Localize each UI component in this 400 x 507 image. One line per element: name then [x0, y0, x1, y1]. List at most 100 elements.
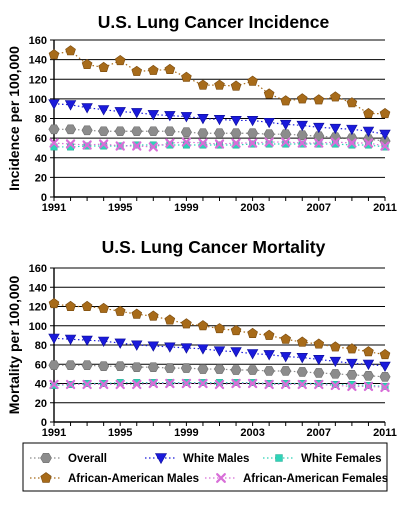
point-overall-2000 [197, 128, 209, 139]
point-white-males-2009 [346, 358, 358, 370]
point-overall-2003 [247, 365, 259, 375]
point-white-males-2000 [197, 114, 209, 125]
point-african-american-males-2010 [363, 108, 374, 119]
point-white-males-2010 [362, 126, 375, 138]
point-african-american-males-2000 [197, 79, 209, 90]
point-overall-1996 [131, 362, 143, 372]
legend-marker-african-american-males [40, 472, 52, 483]
point-overall-1993 [81, 360, 93, 371]
point-white-males-2004 [263, 350, 275, 361]
series-line-white-males [53, 103, 386, 135]
point-african-american-males-1994 [98, 302, 109, 313]
point-overall-1995 [114, 126, 126, 137]
point-white-males-2007 [313, 354, 325, 366]
point-african-american-males-2011 [379, 108, 391, 119]
point-african-american-males-2003 [247, 75, 258, 86]
point-white-males-1997 [147, 110, 160, 121]
y-tick-label-20: 20 [35, 398, 47, 410]
point-white-males-2008 [329, 356, 342, 368]
legend-label-overall: Overall [68, 453, 107, 465]
point-white-males-2002 [230, 347, 242, 358]
point-african-american-males-1991 [48, 298, 60, 309]
y-tick-label-80: 80 [35, 340, 47, 352]
point-overall-2002 [230, 365, 242, 375]
point-white-males-2010 [362, 359, 375, 371]
series-line-african-american-males [53, 50, 385, 115]
legend-entry-african-american-females: African-American Females [205, 473, 388, 485]
point-african-american-females-1997 [148, 378, 158, 389]
point-white-males-2005 [279, 119, 292, 131]
chart-title: U.S. Lung Cancer Mortality [102, 237, 326, 257]
point-african-american-males-2000 [197, 320, 209, 331]
chart-u-s-lung-cancer-mortality: U.S. Lung Cancer Mortality Mortality per … [6, 237, 397, 439]
series-line-white-males [53, 337, 386, 367]
point-overall-1997 [147, 362, 159, 372]
point-african-american-females-2006 [297, 138, 307, 148]
point-african-american-females-2009 [347, 138, 357, 148]
point-african-american-females-2004 [264, 137, 274, 147]
point-overall-2006 [296, 367, 308, 377]
point-african-american-females-2003 [247, 378, 258, 389]
point-african-american-males-1991 [48, 49, 60, 60]
point-white-males-2007 [313, 122, 325, 134]
y-tick-label-0: 0 [41, 417, 47, 429]
legend-label-white-females: White Females [301, 453, 382, 465]
x-tick-label-1995: 1995 [108, 202, 132, 214]
point-overall-2005 [280, 129, 292, 139]
point-african-american-females-1999 [181, 378, 192, 389]
point-african-american-females-2000 [198, 138, 208, 148]
point-african-american-males-1998 [164, 314, 176, 325]
point-african-american-males-1995 [114, 55, 126, 66]
point-white-males-2006 [296, 353, 308, 364]
point-african-american-females-1992 [65, 139, 76, 149]
y-tick-label-120: 120 [29, 302, 47, 314]
point-white-males-1994 [97, 105, 110, 116]
point-african-american-males-2003 [247, 327, 258, 338]
point-overall-1991 [48, 360, 60, 371]
x-tick-label-1991: 1991 [42, 202, 66, 214]
point-overall-2006 [296, 130, 308, 140]
point-white-males-1999 [180, 112, 193, 123]
point-white-males-2005 [279, 352, 292, 363]
legend-box [22, 442, 388, 492]
point-white-males-2011 [379, 361, 391, 372]
point-african-american-males-1997 [147, 64, 159, 75]
x-tick-label-1999: 1999 [174, 202, 198, 214]
point-overall-2010 [362, 370, 374, 381]
point-african-american-females-1991 [49, 138, 59, 148]
point-overall-1992 [65, 124, 77, 135]
point-african-american-males-2007 [313, 94, 325, 105]
point-overall-2008 [329, 369, 341, 379]
point-african-american-males-2001 [214, 323, 225, 334]
series-line-african-american-females [53, 141, 386, 148]
point-white-males-1996 [131, 340, 143, 351]
point-overall-1996 [131, 126, 143, 137]
point-overall-1992 [65, 360, 77, 371]
y-tick-label-140: 140 [29, 282, 47, 294]
point-white-males-2002 [230, 116, 242, 127]
y-axis-label: Incidence per 100,000 [6, 46, 22, 191]
point-white-males-1997 [147, 341, 160, 352]
series-line-overall [54, 364, 386, 378]
legend-marker-overall [40, 452, 52, 464]
y-tick-label-120: 120 [29, 74, 47, 86]
point-overall-2001 [213, 128, 226, 139]
point-african-american-males-2005 [280, 95, 292, 106]
point-african-american-females-1997 [148, 142, 158, 152]
point-white-males-1996 [131, 108, 143, 119]
y-tick-label-20: 20 [35, 172, 47, 184]
point-african-american-females-1991 [49, 379, 59, 390]
series-overall [48, 360, 391, 382]
point-white-males-2001 [213, 115, 226, 126]
point-white-males-2003 [246, 349, 259, 360]
x-tick-label-2007: 2007 [307, 427, 331, 439]
point-african-american-females-2009 [347, 381, 357, 392]
y-axis-label: Mortality per 100,000 [6, 276, 22, 415]
point-white-males-1999 [180, 343, 193, 354]
series-white-males [48, 99, 391, 141]
y-tick-label-60: 60 [35, 359, 47, 371]
series-african-american-males [48, 45, 391, 119]
legend-marker-white-males [154, 453, 168, 465]
